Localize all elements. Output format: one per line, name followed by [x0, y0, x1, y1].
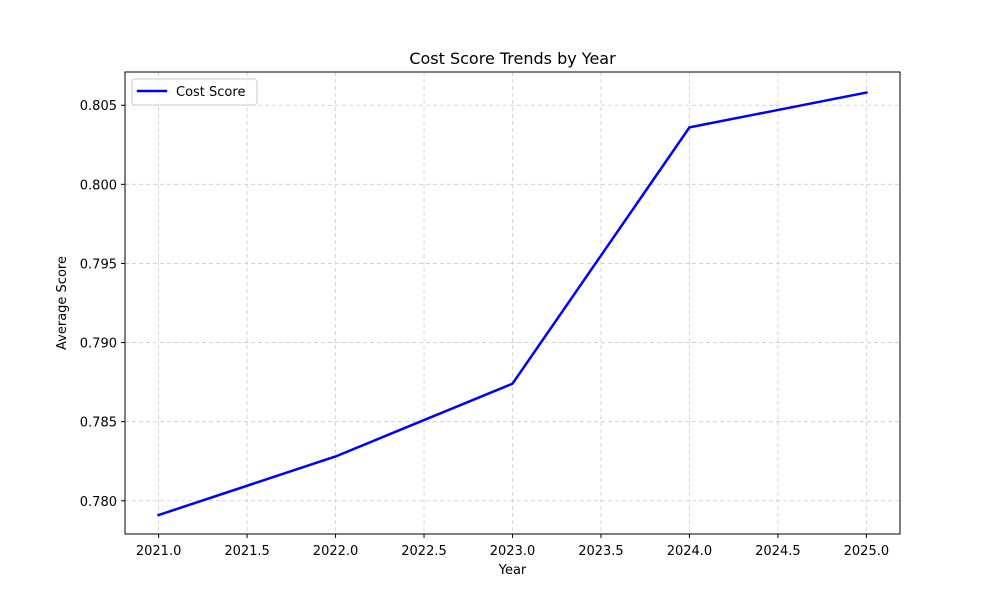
x-tick-label: 2024.0	[667, 544, 713, 559]
x-tick-label: 2024.5	[755, 544, 801, 559]
y-tick-label: 0.795	[80, 257, 117, 272]
y-axis-label: Average Score	[55, 256, 70, 350]
series-layer	[157, 91, 868, 517]
y-tick-label: 0.790	[80, 337, 117, 352]
y-axis-ticks: 0.780 0.785 0.790 0.795 0.800 0.805	[80, 99, 125, 510]
x-tick-label: 2023.0	[490, 544, 536, 559]
y-tick-label: 0.805	[80, 99, 117, 114]
y-tick-label: 0.800	[80, 178, 117, 193]
x-axis-ticks: 2021.0 2021.5 2022.0 2022.5 2023.0 2023.5 2024…	[136, 534, 889, 559]
x-tick-label: 2021.0	[136, 544, 182, 559]
x-tick-label: 2023.5	[578, 544, 624, 559]
x-tick-label: 2021.5	[224, 544, 270, 559]
x-tick-label: 2025.0	[844, 544, 890, 559]
y-tick-label: 0.780	[80, 495, 117, 510]
legend: Cost Score	[131, 78, 258, 106]
legend-label-cost-score: Cost Score	[176, 85, 245, 100]
chart-title: Cost Score Trends by Year	[409, 49, 616, 68]
x-axis-label: Year	[498, 563, 527, 578]
y-tick-label: 0.785	[80, 416, 117, 431]
x-tick-label: 2022.0	[313, 544, 359, 559]
grid	[125, 72, 900, 534]
x-tick-label: 2022.5	[401, 544, 447, 559]
legend-box	[131, 78, 258, 106]
